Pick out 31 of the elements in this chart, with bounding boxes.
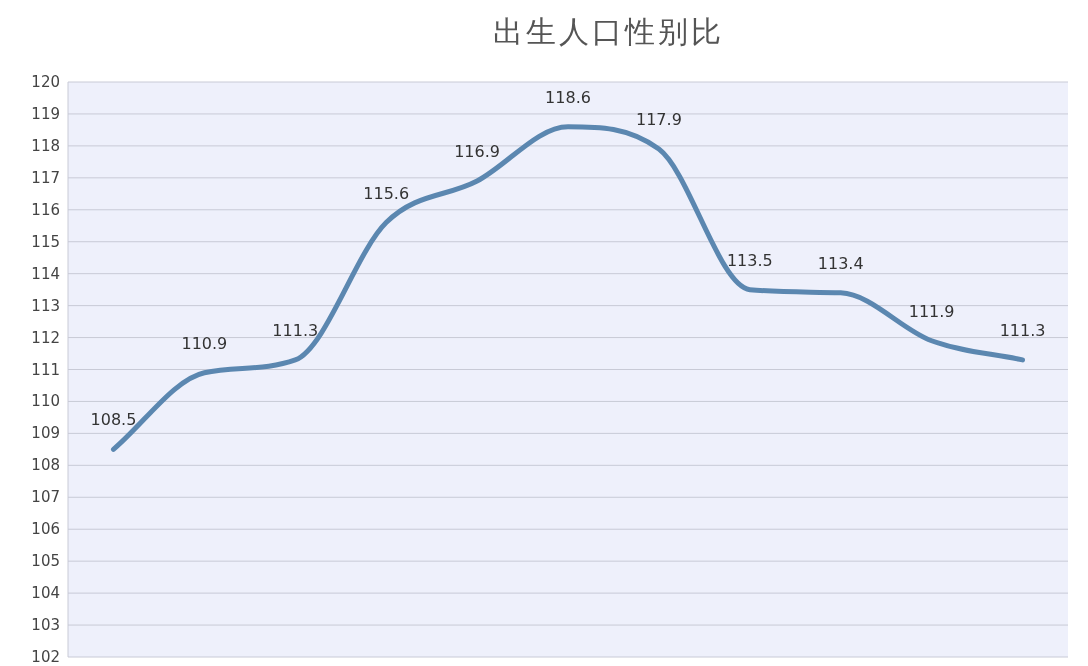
y-tick-label: 105 xyxy=(31,552,60,571)
y-tick-label: 108 xyxy=(31,456,60,475)
y-tick-label: 107 xyxy=(31,488,60,507)
data-label: 113.5 xyxy=(726,250,773,270)
y-tick-label: 119 xyxy=(31,104,60,123)
y-tick-label: 106 xyxy=(31,520,60,539)
y-tick-label: 117 xyxy=(31,168,60,187)
y-tick-label: 103 xyxy=(31,616,60,635)
y-tick-label: 115 xyxy=(31,232,60,251)
y-tick-label: 109 xyxy=(31,424,60,443)
data-label: 116.9 xyxy=(454,142,500,162)
y-tick-label: 118 xyxy=(31,136,60,155)
y-tick-label: 116 xyxy=(31,200,60,219)
y-tick-label: 112 xyxy=(31,328,60,347)
y-tick-label: 110 xyxy=(31,392,60,411)
y-tick-label: 120 xyxy=(31,73,60,91)
data-label: 118.6 xyxy=(545,87,591,107)
chart-title: 出生人口性别比 xyxy=(492,14,724,49)
data-label: 108.5 xyxy=(90,410,137,430)
y-tick-label: 113 xyxy=(31,296,60,315)
data-label: 117.9 xyxy=(636,110,682,130)
y-tick-label: 114 xyxy=(31,264,60,283)
y-tick-label: 111 xyxy=(31,360,60,379)
data-label: 111.3 xyxy=(272,320,319,340)
data-label: 111.3 xyxy=(999,320,1046,340)
data-label: 113.4 xyxy=(817,253,864,273)
data-label: 115.6 xyxy=(363,183,410,203)
data-label: 111.9 xyxy=(908,301,955,321)
y-tick-label: 104 xyxy=(31,584,60,603)
y-tick-label: 102 xyxy=(31,648,60,666)
data-label: 110.9 xyxy=(181,333,228,353)
